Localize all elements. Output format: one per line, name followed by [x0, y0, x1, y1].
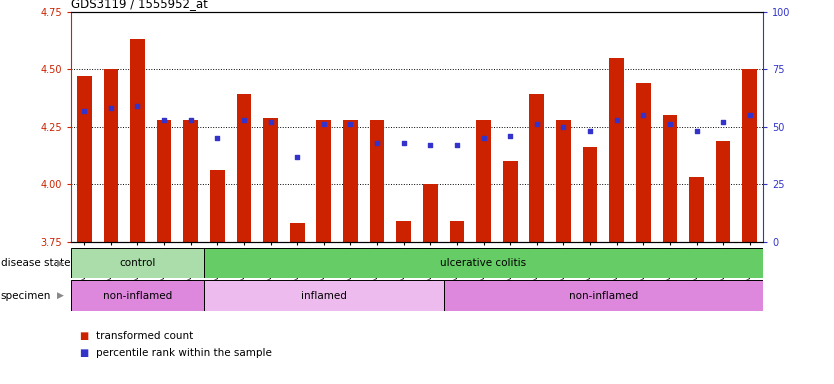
Bar [71, 248, 204, 278]
Bar [71, 280, 204, 311]
Point [743, 112, 756, 118]
Point [610, 117, 623, 123]
Point [477, 135, 490, 141]
Bar [583, 147, 597, 242]
Bar [77, 76, 92, 242]
Bar [450, 221, 465, 242]
Bar [662, 115, 677, 242]
Point [317, 121, 330, 127]
Point [158, 117, 171, 123]
Text: percentile rank within the sample: percentile rank within the sample [96, 348, 272, 358]
Point [370, 140, 384, 146]
Bar [423, 184, 438, 242]
Bar [290, 223, 304, 242]
Bar [157, 120, 172, 242]
Point [504, 133, 517, 139]
Text: non-inflamed: non-inflamed [569, 291, 638, 301]
Bar [689, 177, 704, 242]
Text: specimen: specimen [1, 291, 51, 301]
Bar [237, 94, 251, 242]
Point [344, 121, 357, 127]
Bar [556, 120, 570, 242]
Text: GDS3119 / 1555952_at: GDS3119 / 1555952_at [71, 0, 208, 10]
Bar [130, 39, 145, 242]
Bar [204, 248, 763, 278]
Text: transformed count: transformed count [96, 331, 193, 341]
Point [264, 119, 277, 125]
Point [530, 121, 544, 127]
Bar [343, 120, 358, 242]
Bar [103, 69, 118, 242]
Point [78, 108, 91, 114]
Bar [610, 58, 624, 242]
Text: non-inflamed: non-inflamed [103, 291, 172, 301]
Point [211, 135, 224, 141]
Bar [183, 120, 198, 242]
Text: disease state: disease state [1, 258, 70, 268]
Text: ■: ■ [79, 348, 88, 358]
Text: control: control [119, 258, 156, 268]
Point [131, 103, 144, 109]
Bar [530, 94, 544, 242]
Point [424, 142, 437, 148]
Bar [369, 120, 384, 242]
Bar [503, 161, 518, 242]
Text: ▶: ▶ [57, 258, 63, 268]
Bar [636, 83, 651, 242]
Text: ulcerative colitis: ulcerative colitis [440, 258, 526, 268]
Bar [444, 280, 763, 311]
Bar [316, 120, 331, 242]
Point [104, 105, 118, 111]
Bar [742, 69, 757, 242]
Text: ■: ■ [79, 331, 88, 341]
Point [716, 119, 730, 125]
Point [557, 124, 570, 130]
Point [583, 128, 596, 134]
Bar [396, 221, 411, 242]
Bar [476, 120, 491, 242]
Bar [716, 141, 731, 242]
Text: inflamed: inflamed [301, 291, 347, 301]
Point [290, 154, 304, 160]
Point [397, 140, 410, 146]
Point [663, 121, 676, 127]
Bar [264, 118, 278, 242]
Point [184, 117, 198, 123]
Point [450, 142, 464, 148]
Bar [210, 170, 224, 242]
Bar [204, 280, 444, 311]
Text: ▶: ▶ [57, 291, 63, 300]
Point [636, 112, 650, 118]
Point [237, 117, 250, 123]
Point [690, 128, 703, 134]
